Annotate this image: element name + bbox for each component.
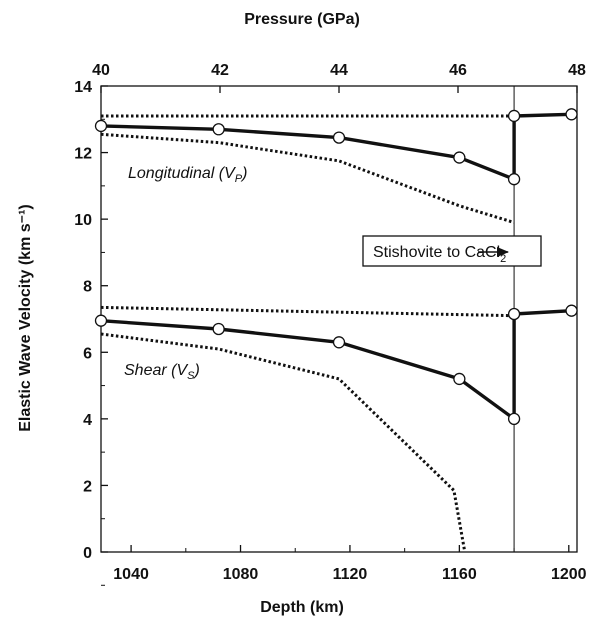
data-point-shear-vs — [507, 307, 521, 321]
data-point-shear-vs — [332, 336, 346, 349]
x-tick-label: 1040 — [113, 566, 149, 583]
data-point-longitudinal-vp — [332, 131, 346, 144]
data-point-longitudinal-vp — [212, 123, 225, 136]
data-point-shear-vs — [212, 322, 225, 336]
y-tick-label: 4 — [83, 412, 92, 429]
x2-tick-label: 42 — [211, 62, 229, 79]
x2-tick-label: 46 — [449, 62, 467, 79]
data-point-longitudinal-vp — [453, 151, 466, 164]
data-point-longitudinal-vp — [94, 119, 108, 133]
data-point-longitudinal-vp — [565, 108, 578, 121]
y-tick-label: 6 — [83, 345, 92, 362]
x-axis-title: Depth (km) — [260, 599, 344, 616]
x-tick-label: 1200 — [551, 566, 587, 583]
x-tick-label: 1120 — [333, 566, 368, 583]
x2-tick-label: 44 — [330, 62, 348, 79]
top-axis-title: Pressure (GPa) — [244, 11, 360, 28]
series-line-vp-lower-bound — [100, 132, 515, 224]
data-point-shear-vs — [453, 372, 466, 386]
y-axis-title: Elastic Wave Velocity (km s⁻¹) — [17, 204, 34, 432]
y-tick-label: 12 — [74, 146, 92, 163]
y-tick-label: 14 — [74, 79, 92, 96]
shear-series-label: Shear (VS) — [124, 362, 200, 382]
y-tick-label: 0 — [83, 545, 92, 562]
y-tick-label: 8 — [83, 279, 92, 296]
data-point-longitudinal-vp — [507, 173, 521, 186]
transition-callout-box — [362, 235, 542, 267]
longitudinal-series-label: Longitudinal (VP) — [128, 165, 247, 185]
x2-tick-label: 40 — [92, 62, 110, 79]
x-tick-label: 1080 — [223, 566, 259, 583]
transition-callout-label: Stishovite to CaCl2 — [373, 244, 506, 265]
y-tick-label: 2 — [83, 478, 92, 495]
x2-tick-label: 48 — [568, 62, 586, 79]
data-point-longitudinal-vp — [507, 109, 521, 123]
series-line-vs-upper-bound — [100, 305, 515, 318]
data-point-shear-vs — [94, 314, 108, 327]
y-tick-label: 10 — [74, 212, 92, 229]
x-tick-label: 1160 — [442, 566, 477, 583]
data-point-shear-vs — [565, 304, 578, 317]
data-point-shear-vs — [507, 412, 521, 426]
plot-frame — [100, 85, 578, 553]
